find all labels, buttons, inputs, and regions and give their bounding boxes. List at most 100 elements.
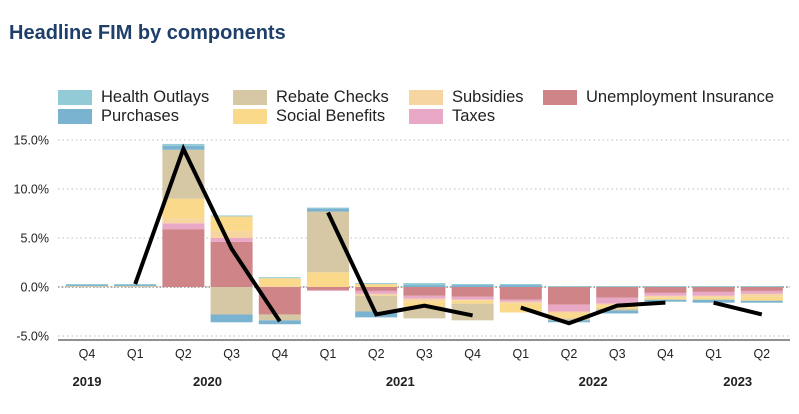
- bar-segment-rebate-checks: [210, 287, 253, 315]
- x-tick-label: Q2: [175, 347, 192, 361]
- headline-fim-line-segment: [713, 300, 763, 317]
- bar-segment-purchases: [258, 320, 301, 325]
- bar-segment-health-outlays: [307, 207, 349, 209]
- bar-segment-taxes: [210, 238, 253, 242]
- legend-item-taxes: Taxes: [409, 107, 495, 125]
- y-tick-label: 10.0%: [14, 183, 49, 197]
- x-tick-label: Q3: [223, 347, 240, 361]
- bar-segment-rebate-checks: [114, 286, 157, 287]
- y-tick-label: 0.0%: [21, 281, 50, 295]
- bar-segment-subsidies: [644, 295, 687, 298]
- legend-label-social-benefits: Social Benefits: [276, 106, 386, 125]
- bar-segment-health-outlays: [740, 286, 783, 287]
- bar-segment-subsidies: [499, 301, 542, 304]
- bar-segment-social-benefits: [258, 278, 301, 287]
- bar-segment-subsidies: [451, 299, 494, 301]
- bar-segment-health-outlays: [644, 286, 687, 287]
- x-tick-label: Q4: [271, 347, 288, 361]
- bar-segment-rebate-checks: [403, 306, 446, 319]
- bar-segment-subsidies: [548, 311, 590, 314]
- bar-segment-unemployment-insurance: [740, 287, 783, 291]
- x-tick-label: Q1: [127, 347, 144, 361]
- bar-segment-unemployment-insurance: [548, 287, 590, 305]
- legend-item-health-outlays: Health Outlays: [58, 88, 209, 106]
- bar-segment-rebate-checks: [451, 303, 494, 321]
- bar-segment-social-benefits: [644, 297, 687, 300]
- y-tick-label: 5.0%: [21, 232, 50, 246]
- bar-segment-social-benefits: [355, 284, 398, 287]
- bar-segment-health-outlays: [114, 284, 157, 286]
- bar-segment-unemployment-insurance: [596, 287, 639, 298]
- bar-segment-subsidies: [258, 286, 301, 287]
- legend-label-rebate-checks: Rebate Checks: [276, 87, 389, 106]
- x-tick-label: Q1: [512, 347, 529, 361]
- bar-segment-health-outlays: [258, 277, 301, 279]
- x-tick-label: Q2: [561, 347, 578, 361]
- bar-segment-purchases: [210, 314, 253, 323]
- bar-segment-health-outlays: [451, 284, 494, 286]
- bar-segment-taxes: [740, 290, 783, 294]
- bar-segment-subsidies: [162, 218, 205, 224]
- bar-segment-social-benefits: [692, 297, 735, 300]
- legend-item-purchases: Purchases: [58, 107, 179, 125]
- year-label: 2023: [723, 374, 752, 389]
- bar-segment-taxes: [403, 295, 446, 299]
- bar-segment-subsidies: [692, 295, 735, 298]
- bar-segment-purchases: [403, 285, 446, 287]
- legend-swatch-unemployment-insurance: [543, 89, 577, 105]
- bar-segment-purchases: [692, 299, 735, 303]
- bar-segment-unemployment-insurance: [162, 229, 205, 287]
- bar-segment-social-benefits: [548, 313, 590, 319]
- bar-segment-taxes: [596, 297, 639, 304]
- bar-segment-purchases: [499, 285, 542, 287]
- bar-segment-taxes: [692, 291, 735, 296]
- bar-segment-health-outlays: [692, 286, 735, 287]
- bar-segment-subsidies: [740, 293, 783, 297]
- legend-swatch-rebate-checks: [233, 89, 267, 105]
- legend-item-subsidies: Subsidies: [409, 88, 524, 106]
- headline-fim-line-segment: [326, 211, 473, 318]
- legend-item-rebate-checks: Rebate Checks: [233, 88, 389, 106]
- bar-segment-purchases: [644, 299, 687, 302]
- bar-segment-unemployment-insurance: [644, 287, 687, 293]
- legend-label-health-outlays: Health Outlays: [101, 87, 210, 106]
- headline-fim-line-segment: [520, 300, 666, 326]
- bar-segment-health-outlays: [355, 283, 398, 285]
- bar-segment-taxes: [355, 290, 398, 294]
- bar-segment-purchases: [66, 285, 108, 287]
- legend-swatch-health-outlays: [58, 89, 92, 105]
- year-label: 2020: [193, 374, 222, 389]
- bar-segment-taxes: [499, 299, 542, 302]
- year-label: 2019: [73, 374, 102, 389]
- bar-segment-rebate-checks: [548, 318, 590, 321]
- bar-segment-taxes: [644, 292, 687, 296]
- bar-segment-unemployment-insurance: [499, 287, 542, 300]
- bar-segment-health-outlays: [499, 284, 542, 286]
- bar-segment-social-benefits: [451, 300, 494, 304]
- bar-segment-subsidies: [403, 298, 446, 302]
- bar-segment-health-outlays: [403, 283, 446, 286]
- legend-label-purchases: Purchases: [101, 106, 179, 125]
- bar-segment-unemployment-insurance: [451, 287, 494, 297]
- bar-segment-subsidies: [355, 293, 398, 296]
- legend-label-unemployment-insurance: Unemployment Insurance: [586, 87, 775, 106]
- bar-segment-purchases: [307, 208, 349, 212]
- bar-segment-taxes: [451, 296, 494, 300]
- bar-segment-unemployment-insurance: [307, 287, 349, 290]
- y-tick-label: 15.0%: [14, 134, 49, 148]
- y-tick-label: -5.0%: [16, 330, 49, 344]
- bar-segment-social-benefits: [162, 198, 205, 219]
- x-tick-label: Q4: [657, 347, 674, 361]
- bar-segment-rebate-checks: [355, 295, 398, 312]
- bar-segment-health-outlays: [548, 286, 590, 287]
- headline-fim-line-segment: [133, 143, 282, 323]
- x-tick-label: Q2: [368, 347, 385, 361]
- legend-swatch-subsidies: [409, 89, 443, 105]
- legend-label-taxes: Taxes: [452, 106, 496, 125]
- bar-segment-health-outlays: [596, 286, 639, 287]
- axis-layer: 15.0% 10.0% 5.0% 0.0% -5.0% Q4 Q1 Q2 Q3 Q4 Q1 Q2 Q3 Q…: [14, 134, 790, 389]
- bar-segment-unemployment-insurance: [692, 287, 735, 292]
- bar-segment-social-benefits: [740, 296, 783, 301]
- bar-segment-rebate-checks: [258, 314, 301, 321]
